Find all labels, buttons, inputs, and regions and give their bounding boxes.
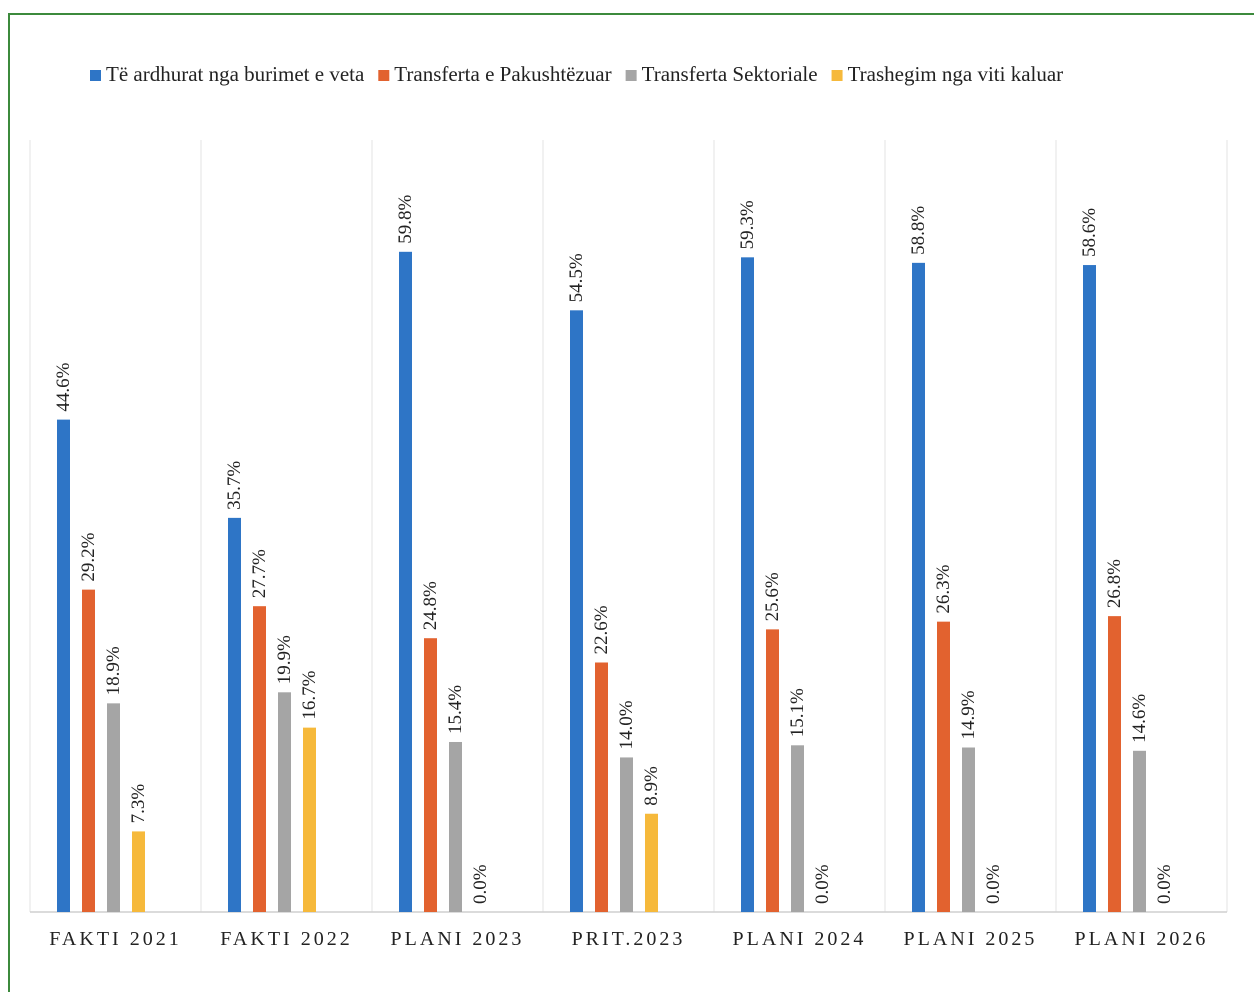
legend-swatch: [90, 70, 101, 81]
legend-swatch: [625, 70, 637, 81]
bar: [82, 589, 95, 912]
bar: [228, 517, 241, 912]
value-label: 7.3%: [128, 784, 149, 824]
value-label: 8.9%: [641, 766, 662, 806]
value-label: 58.6%: [1079, 208, 1100, 257]
value-label: 15.4%: [445, 685, 466, 734]
value-label: 58.8%: [908, 206, 929, 255]
bar: [303, 727, 316, 912]
bar: [741, 257, 754, 912]
value-label: 14.9%: [958, 690, 979, 739]
bar: [1083, 265, 1096, 912]
x-tick-label: PLANI 2024: [733, 928, 867, 950]
bar: [937, 621, 950, 912]
value-label: 26.8%: [1104, 559, 1125, 608]
bar: [766, 629, 779, 912]
legend: Të ardhurat nga burimet e veta Transferta…: [90, 62, 1063, 86]
value-label: 16.7%: [299, 670, 320, 719]
value-label: 0.0%: [470, 864, 491, 904]
value-label: 44.6%: [53, 362, 74, 411]
value-label: 29.2%: [78, 532, 99, 581]
value-label: 14.6%: [1129, 694, 1150, 743]
value-label: 0.0%: [812, 864, 833, 904]
bar: [962, 747, 975, 912]
bar: [449, 741, 462, 912]
legend-label: Transferta Sektoriale: [642, 62, 818, 86]
bar: [912, 262, 925, 912]
x-tick-label: PLANI 2025: [904, 928, 1038, 950]
value-label: 26.3%: [933, 564, 954, 613]
frame: [8, 13, 1254, 992]
bar: [1108, 616, 1121, 912]
bar: [1133, 750, 1146, 912]
value-label: 19.9%: [274, 635, 295, 684]
value-label: 27.7%: [249, 549, 270, 598]
bar: [791, 745, 804, 912]
value-label: 25.6%: [762, 572, 783, 621]
bar: [570, 310, 583, 912]
value-label: 18.9%: [103, 646, 124, 695]
bar: [253, 606, 266, 912]
bar: [620, 757, 633, 912]
value-label: 59.8%: [395, 195, 416, 244]
legend-label: Transferta e Pakushtëzuar: [394, 62, 611, 86]
bar: [645, 813, 658, 912]
bar: [57, 419, 70, 912]
value-label: 22.6%: [591, 605, 612, 654]
x-tick-label: FAKTI 2022: [220, 928, 352, 950]
value-label: 59.3%: [737, 200, 758, 249]
value-label: 0.0%: [1154, 864, 1175, 904]
value-label: 24.8%: [420, 581, 441, 630]
bar: [132, 831, 145, 912]
x-tick-label: PLANI 2026: [1075, 928, 1209, 950]
legend-label: Trashegim nga viti kaluar: [848, 62, 1064, 86]
value-label: 35.7%: [224, 461, 245, 510]
x-tick-label: FAKTI 2021: [49, 928, 181, 950]
legend-label: Të ardhurat nga burimet e veta: [106, 62, 365, 86]
bar: [107, 703, 120, 912]
value-label: 54.5%: [566, 253, 587, 302]
legend-swatch: [831, 70, 843, 81]
value-label: 15.1%: [787, 688, 808, 737]
value-label: 14.0%: [616, 700, 637, 749]
bar: [595, 662, 608, 912]
bar: [424, 638, 437, 912]
bar: [399, 251, 412, 913]
value-label: 0.0%: [983, 864, 1004, 904]
x-tick-label: PRIT.2023: [572, 928, 686, 950]
bar: [278, 692, 291, 912]
x-tick-label: PLANI 2023: [391, 928, 525, 950]
legend-swatch: [378, 70, 390, 81]
